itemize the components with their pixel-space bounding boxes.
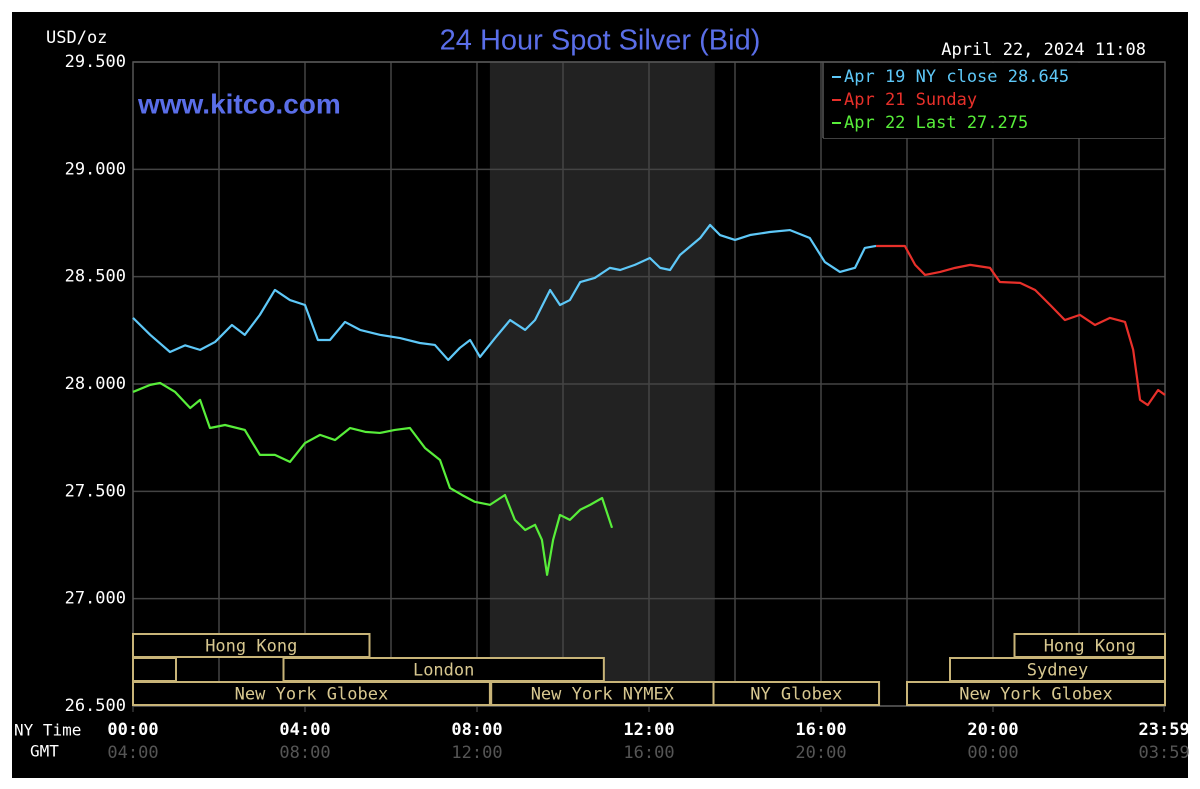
- x-tick-label: 16:00: [795, 720, 846, 740]
- legend-label: Apr 21 Sunday: [844, 90, 977, 110]
- session-label: Sydney: [1027, 661, 1088, 681]
- y-tick-label: 28.000: [65, 374, 126, 394]
- legend-background: [824, 63, 1164, 138]
- y-tick-label: 27.500: [65, 481, 126, 501]
- session-box: [712, 681, 881, 706]
- x2-tick-label: 08:00: [279, 743, 330, 763]
- subtitle: www.kitco.com: [137, 88, 341, 119]
- session-box: [132, 633, 371, 658]
- session-label: NY Globex: [750, 685, 842, 705]
- x2-tick-label: 00:00: [967, 743, 1018, 763]
- lines: [132, 223, 1166, 576]
- x-tick-label: 04:00: [279, 720, 330, 740]
- chart-title: 24 Hour Spot Silver (Bid): [440, 25, 761, 57]
- sessions: Hong Kong Hong Kong London Sydney New York G…: [132, 633, 1166, 706]
- y-tick-label: 27.000: [65, 589, 126, 609]
- x-tick-label: 12:00: [623, 720, 674, 740]
- x2-axis-label: GMT: [30, 742, 59, 761]
- legend-label: Apr 19 NY close 28.645: [844, 67, 1069, 87]
- labels: 24 Hour Spot Silver (Bid) www.kitco.com …: [14, 25, 1190, 763]
- session-label: New York NYMEX: [531, 685, 675, 705]
- session-label: Hong Kong: [1044, 637, 1136, 657]
- series-line: [876, 244, 1166, 407]
- session-box: [906, 681, 1166, 706]
- timestamp: April 22, 2024 11:08: [941, 40, 1146, 60]
- x-axis-label: NY Time: [14, 721, 81, 740]
- grid: [132, 61, 1166, 712]
- session-label: New York Globex: [959, 685, 1113, 705]
- x2-tick-label: 16:00: [623, 743, 674, 763]
- x-tick-label: 08:00: [451, 720, 502, 740]
- legend-label: Apr 22 Last 27.275: [844, 113, 1028, 133]
- session-box: [132, 681, 491, 706]
- y-tick-label: 29.500: [65, 52, 126, 72]
- x-tick-label: 00:00: [107, 720, 158, 740]
- y-tick-label: 29.000: [65, 159, 126, 179]
- session-label: Hong Kong: [205, 637, 297, 657]
- x-tick-label: 23:59: [1139, 720, 1190, 740]
- y-axis-label: USD/oz: [46, 28, 107, 48]
- x2-tick-label: 04:00: [107, 743, 158, 763]
- y-tick-label: 26.500: [65, 696, 126, 716]
- x2-tick-label: 20:00: [795, 743, 846, 763]
- x2-tick-label: 12:00: [451, 743, 502, 763]
- session-label: New York Globex: [235, 685, 389, 705]
- session-label: London: [413, 661, 474, 681]
- series-line: [132, 381, 614, 576]
- series-line: [132, 223, 877, 362]
- session-box: [132, 657, 177, 682]
- y-tick-label: 28.500: [65, 267, 126, 287]
- x-tick-label: 20:00: [967, 720, 1018, 740]
- x2-tick-label: 03:59: [1139, 743, 1190, 763]
